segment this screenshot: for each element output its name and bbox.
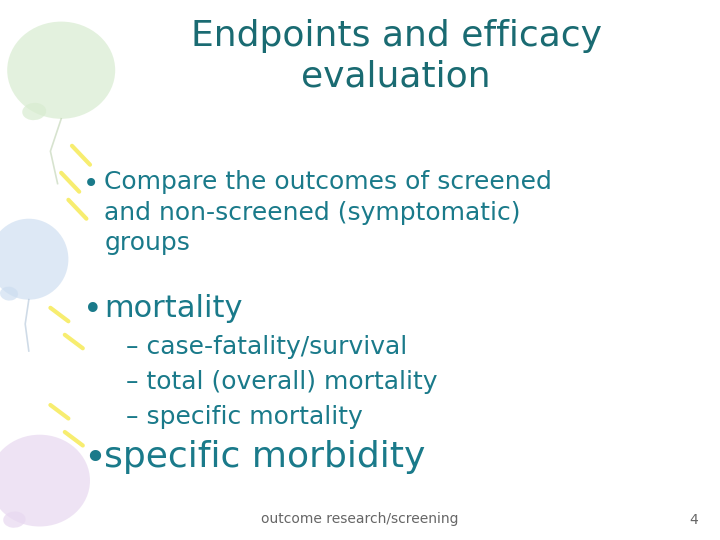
Text: Compare the outcomes of screened
and non-screened (symptomatic)
groups: Compare the outcomes of screened and non… [104,170,552,255]
Ellipse shape [0,435,90,526]
Text: specific morbidity: specific morbidity [104,440,426,474]
Text: outcome research/screening: outcome research/screening [261,512,459,526]
Ellipse shape [22,103,46,120]
Text: – total (overall) mortality: – total (overall) mortality [126,370,438,394]
Text: – specific mortality: – specific mortality [126,405,363,429]
Text: 4: 4 [690,512,698,526]
Text: •: • [83,170,99,198]
Ellipse shape [0,287,18,301]
Ellipse shape [0,219,68,300]
Text: mortality: mortality [104,294,243,323]
Text: •: • [83,294,102,327]
Text: – case-fatality/survival: – case-fatality/survival [126,335,408,359]
Text: Endpoints and efficacy
evaluation: Endpoints and efficacy evaluation [191,19,601,93]
Ellipse shape [3,511,26,528]
Text: •: • [83,440,106,478]
Ellipse shape [7,22,115,119]
